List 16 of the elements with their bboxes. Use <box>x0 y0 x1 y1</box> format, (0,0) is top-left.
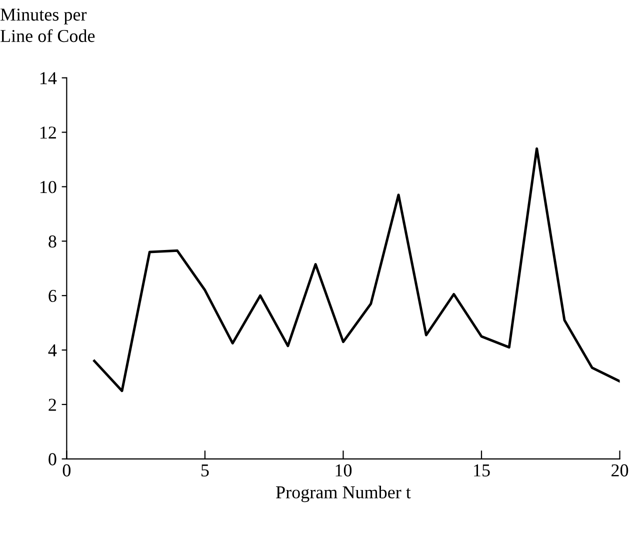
y-tick-label: 8 <box>48 235 56 248</box>
x-tick-label: 0 <box>62 464 70 476</box>
x-tick-label: 10 <box>336 464 352 476</box>
y-tick-label: 10 <box>40 180 56 194</box>
y-tick-label: 12 <box>40 126 56 139</box>
line-series <box>93 147 620 392</box>
y-tick-label: 2 <box>48 398 56 411</box>
y-axis-title: Minutes per Line of Code <box>0 8 95 42</box>
y-tick-label: 6 <box>48 290 56 302</box>
x-tick-label: 15 <box>474 464 490 476</box>
x-axis-title: Program Number t <box>276 486 411 502</box>
x-tick-label: 20 <box>612 464 628 476</box>
y-tick-label: 4 <box>48 344 57 356</box>
y-tick-label: 14 <box>40 72 57 84</box>
x-tick-label: 5 <box>201 464 209 476</box>
y-tick-label: 0 <box>48 453 56 466</box>
